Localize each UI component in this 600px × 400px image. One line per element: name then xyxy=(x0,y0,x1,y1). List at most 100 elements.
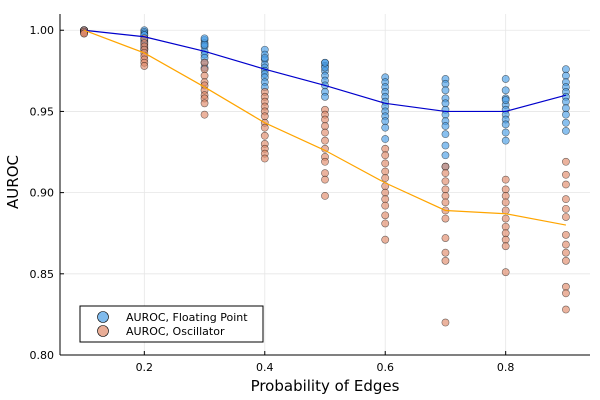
data-point xyxy=(381,135,390,143)
x-tick-label: 0.8 xyxy=(497,361,515,374)
data-point xyxy=(562,213,570,221)
data-point xyxy=(321,92,329,101)
x-axis-title: Probability of Edges xyxy=(251,377,400,395)
data-point xyxy=(260,154,269,163)
data-point xyxy=(562,170,570,179)
data-point xyxy=(260,131,269,140)
trend-line-oscillator xyxy=(83,29,567,226)
data-point xyxy=(441,248,450,257)
data-point xyxy=(441,151,450,160)
data-point xyxy=(381,219,390,228)
data-point xyxy=(501,191,510,200)
data-point xyxy=(501,120,510,129)
data-point xyxy=(381,195,390,204)
data-point xyxy=(441,177,450,186)
legend-marker-floating-point xyxy=(97,311,109,323)
data-point xyxy=(501,242,510,251)
data-point xyxy=(441,99,450,108)
data-point xyxy=(321,128,329,137)
data-point xyxy=(501,235,510,244)
data-point xyxy=(501,136,510,145)
data-point xyxy=(501,229,510,238)
data-point xyxy=(381,117,390,126)
data-point xyxy=(260,53,269,62)
y-tick-label: 0.85 xyxy=(30,268,55,281)
trend-line-floating-point xyxy=(84,29,567,113)
data-point xyxy=(381,211,390,220)
data-point xyxy=(562,127,570,135)
data-point xyxy=(562,110,570,119)
data-point xyxy=(321,58,329,67)
data-point xyxy=(441,234,450,242)
data-point xyxy=(321,191,329,200)
data-point xyxy=(381,151,390,160)
data-point xyxy=(562,118,570,127)
data-point xyxy=(200,40,209,49)
data-point xyxy=(441,110,450,119)
data-point xyxy=(501,86,510,95)
data-point xyxy=(441,162,450,171)
data-point xyxy=(381,188,390,197)
data-point xyxy=(321,122,329,130)
data-point xyxy=(381,144,390,153)
x-tick-label: 0.2 xyxy=(136,361,154,374)
data-point xyxy=(562,104,570,113)
legend-marker-oscillator xyxy=(97,325,109,337)
data-point xyxy=(562,248,570,257)
data-point xyxy=(200,65,209,74)
data-point xyxy=(562,65,570,74)
data-point xyxy=(562,282,570,291)
tick-labels: 0.2 0.4 0.6 0.8 0.80 0.85 0.90 0.95 1.00 xyxy=(30,24,515,374)
y-tick-label: 1.00 xyxy=(30,24,55,37)
data-point xyxy=(501,75,510,83)
data-point xyxy=(381,235,390,244)
data-point xyxy=(321,169,329,178)
data-point xyxy=(441,198,450,207)
y-tick-label: 0.80 xyxy=(30,349,55,362)
data-point xyxy=(562,195,570,204)
data-point xyxy=(562,180,570,189)
data-point xyxy=(441,130,450,139)
y-axis-title: AUROC xyxy=(4,155,22,209)
data-point xyxy=(562,97,570,106)
data-point xyxy=(501,185,510,194)
data-point xyxy=(260,123,269,132)
data-point xyxy=(441,122,450,130)
data-point xyxy=(441,214,450,223)
series-floating-point-points xyxy=(80,26,570,171)
data-point xyxy=(562,240,570,249)
data-point xyxy=(501,198,510,207)
x-tick-label: 0.4 xyxy=(256,361,274,374)
y-tick-label: 0.90 xyxy=(30,187,55,200)
data-point xyxy=(140,62,149,70)
data-point xyxy=(441,256,450,265)
series-oscillator-points xyxy=(80,26,570,327)
data-point xyxy=(441,191,450,200)
data-point xyxy=(501,222,510,231)
data-point xyxy=(441,86,450,95)
legend-label-oscillator: AUROC, Oscillator xyxy=(126,325,225,338)
data-point xyxy=(321,157,329,166)
legend-box xyxy=(79,305,264,343)
data-point xyxy=(501,128,510,137)
data-point xyxy=(200,71,209,80)
series-layer xyxy=(80,26,570,327)
data-point xyxy=(562,256,570,265)
data-point xyxy=(501,268,510,277)
axes xyxy=(59,14,590,356)
data-point xyxy=(381,174,390,182)
x-tick-label: 0.6 xyxy=(376,361,394,374)
data-point xyxy=(441,185,450,194)
data-point xyxy=(562,289,570,298)
data-point xyxy=(321,115,329,124)
data-point xyxy=(200,34,209,43)
data-point xyxy=(321,175,329,184)
data-point xyxy=(441,141,450,150)
data-point xyxy=(260,112,269,121)
legend: AUROC, Floating Point AUROC, Oscillator xyxy=(79,305,264,343)
data-point xyxy=(562,71,570,80)
data-point xyxy=(321,136,329,145)
data-point xyxy=(562,305,570,314)
data-point xyxy=(200,110,209,119)
